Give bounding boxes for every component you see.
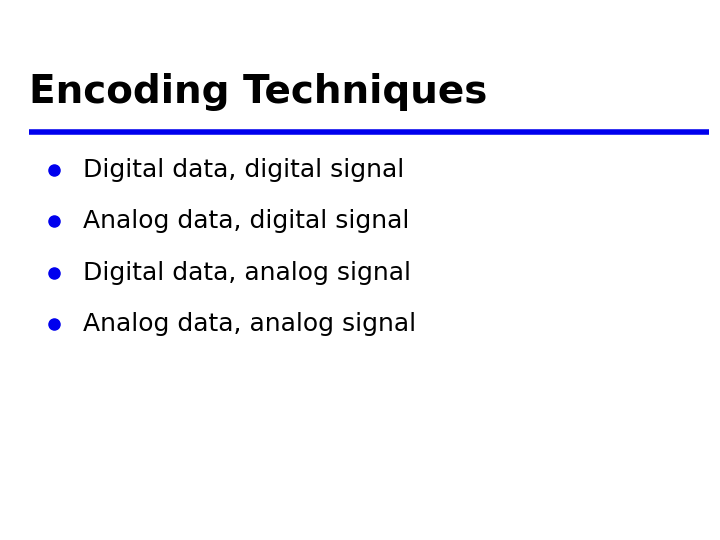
Text: Analog data, digital signal: Analog data, digital signal [83,210,409,233]
Text: Digital data, analog signal: Digital data, analog signal [83,261,411,285]
Text: Analog data, analog signal: Analog data, analog signal [83,312,416,336]
Text: Digital data, digital signal: Digital data, digital signal [83,158,404,182]
Text: Encoding Techniques: Encoding Techniques [29,73,487,111]
